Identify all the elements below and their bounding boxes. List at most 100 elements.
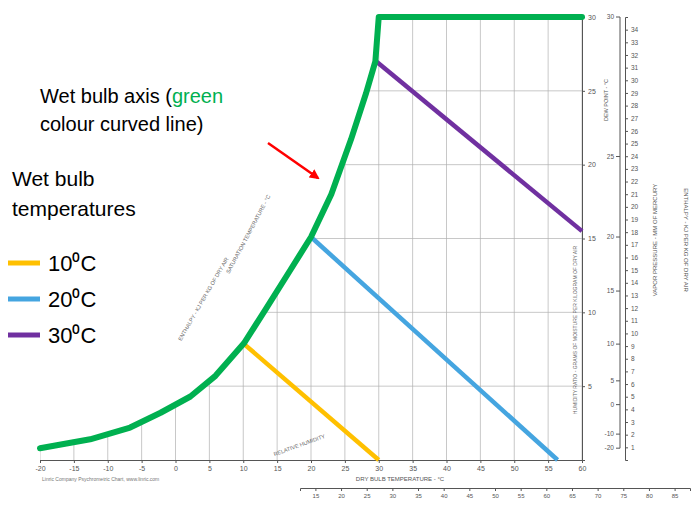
x-axis-tick-mark — [379, 460, 380, 463]
x-axis-line — [41, 461, 583, 464]
y2-axis-tick-mark — [625, 333, 628, 334]
y2-axis-tick: 27 — [625, 115, 639, 122]
x2-axis-tick-label: 30 — [390, 493, 397, 499]
x2-axis-tick-label: 50 — [492, 493, 499, 499]
y2-axis-tick-label: 18 — [631, 229, 639, 236]
x2-axis-tick-mark — [572, 488, 573, 491]
wet-bulb-line — [311, 237, 558, 460]
y2-axis-tick-label: 30 — [631, 77, 639, 84]
y2-axis-tick: 33 — [625, 39, 639, 46]
y2-axis-tick-mark — [625, 346, 628, 347]
y2-axis-tick: 6 — [625, 381, 635, 388]
y2-axis-tick: 18 — [625, 229, 639, 236]
dew-point-tick-label: 15 — [607, 287, 615, 294]
y2-axis-tick: 29 — [625, 90, 639, 97]
dew-point-tick-label: -10 — [605, 430, 615, 437]
y2-axis-tick-label: 10 — [631, 330, 639, 337]
y2-axis-tick: 34 — [625, 26, 639, 33]
y2-axis-tick-label: 6 — [631, 381, 635, 388]
x2-axis-tick-mark — [469, 488, 470, 491]
dew-point-axis: -20-10051015202530 — [605, 13, 620, 451]
x-axis-tick: 55 — [545, 460, 553, 472]
y-axis: 51015202530 — [582, 14, 596, 461]
grid-line-y — [40, 312, 582, 313]
y2-axis-tick-mark — [625, 42, 628, 43]
y2-axis-tick: 32 — [625, 52, 639, 59]
y2-axis-tick-mark — [625, 257, 628, 258]
x2-axis-tick: 15 — [313, 488, 320, 499]
x2-axis-tick-mark — [392, 488, 393, 491]
y2-axis-tick-label: 3 — [631, 419, 635, 426]
y2-axis-tick-label: 23 — [631, 165, 639, 172]
y2-axis-tick: 11 — [625, 317, 638, 324]
y2-axis-tick-label: 33 — [631, 39, 639, 46]
wet-bulb-line — [243, 343, 379, 460]
y-axis-tick-mark — [582, 91, 585, 92]
dew-point-tick-label: -20 — [605, 444, 615, 451]
y2-axis-tick-label: 8 — [631, 355, 635, 362]
x2-axis-tick: 50 — [492, 488, 499, 499]
y-axis-tick-label: 15 — [588, 235, 596, 242]
x-axis-tick-label: 5 — [208, 465, 212, 472]
y-axis-tick: 5 — [582, 383, 592, 390]
grid-line-x — [73, 17, 74, 460]
x2-axis-tick-label: 15 — [313, 493, 320, 499]
y-axis-tick-label: 5 — [588, 383, 592, 390]
x-axis-tick-mark — [40, 460, 41, 463]
y2-axis-tick-mark — [625, 308, 628, 309]
x-axis-tick: 25 — [341, 460, 349, 472]
y2-axis-tick-mark — [625, 232, 628, 233]
x-axis-tick: 45 — [477, 460, 485, 472]
y2-axis-tick-label: 5 — [631, 393, 635, 400]
x-axis-tick-mark — [311, 460, 312, 463]
x-axis-tick-label: -15 — [69, 465, 79, 472]
x-axis-tick: 30 — [375, 460, 383, 472]
dew-point-tick-label: 25 — [607, 153, 615, 160]
x2-axis-tick-mark — [675, 488, 676, 491]
annotation-text: colour curved line) — [40, 113, 203, 135]
y-axis-tick: 20 — [582, 161, 596, 168]
y2-axis-tick: 14 — [625, 279, 639, 286]
y-axis-title: HUMIDITY RATIO - GRAMS OF MOISTURE PER K… — [572, 245, 578, 414]
x-axis-tick-mark — [74, 460, 75, 463]
y2-axis-tick-mark — [625, 435, 628, 436]
x2-axis-tick-label: 35 — [415, 493, 422, 499]
y2-axis-tick: 25 — [625, 140, 639, 147]
y-axis-tick-mark — [582, 165, 585, 166]
dew-point-tick-label: 10 — [607, 340, 615, 347]
y2-axis-tick: 20 — [625, 203, 639, 210]
x-axis-tick-mark — [514, 460, 515, 463]
y2-axis-tick-mark — [625, 409, 628, 410]
x-axis-tick: -20 — [35, 460, 45, 472]
y-axis-tick-label: 20 — [588, 161, 596, 168]
y2-axis-tick-mark — [625, 182, 628, 183]
grid — [40, 17, 582, 460]
y2-axis-tick-label: 16 — [631, 254, 639, 261]
y2-axis-tick: 28 — [625, 102, 639, 109]
y2-axis-tick-mark — [625, 55, 628, 56]
x-axis-tick: 20 — [308, 460, 316, 472]
x-axis-tick-mark — [243, 460, 244, 463]
x2-axis-tick: 20 — [338, 488, 345, 499]
x2-axis-tick-mark — [367, 488, 368, 491]
legend-swatch — [8, 333, 40, 338]
y2-axis-tick: 12 — [625, 305, 639, 312]
y2-axis-tick-mark — [625, 169, 628, 170]
x-axis-tick-label: 30 — [375, 465, 383, 472]
x2-axis-tick: 85 — [672, 488, 679, 499]
x-axis-tick-label: 40 — [443, 465, 451, 472]
dew-point-tick-label: 30 — [607, 13, 615, 20]
y-axis-line — [583, 18, 586, 461]
x-axis-tick-label: -20 — [35, 465, 45, 472]
y2-axis-tick: 5 — [625, 393, 635, 400]
y-axis-tick-mark — [582, 239, 585, 240]
y2-axis-tick-label: 24 — [631, 153, 639, 160]
y2-axis-tick-mark — [625, 30, 628, 31]
x2-axis-tick-mark — [444, 488, 445, 491]
x2-axis-tick-label: 25 — [364, 493, 371, 499]
annotation-text: green — [172, 85, 223, 107]
x-axis-tick-label: 15 — [274, 465, 282, 472]
x-axis: -20-15-10-5051015202530354045505560 — [35, 460, 586, 472]
dew-point-tick-mark — [616, 237, 620, 238]
x2-axis-tick-label: 85 — [672, 493, 679, 499]
